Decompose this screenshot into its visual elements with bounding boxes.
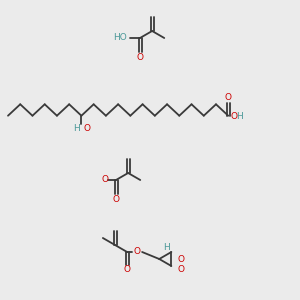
Text: H: H <box>163 242 170 251</box>
Text: H: H <box>73 124 80 133</box>
Text: O: O <box>225 93 232 102</box>
Text: H: H <box>236 112 243 121</box>
Text: O: O <box>83 124 90 133</box>
Text: O: O <box>178 266 185 274</box>
Text: O: O <box>101 176 108 184</box>
Text: O: O <box>136 52 143 62</box>
Text: O: O <box>112 194 119 203</box>
Text: O: O <box>134 248 141 256</box>
Text: O: O <box>124 266 130 274</box>
Text: O: O <box>231 112 238 121</box>
Text: O: O <box>178 254 185 263</box>
Text: HO: HO <box>113 34 127 43</box>
